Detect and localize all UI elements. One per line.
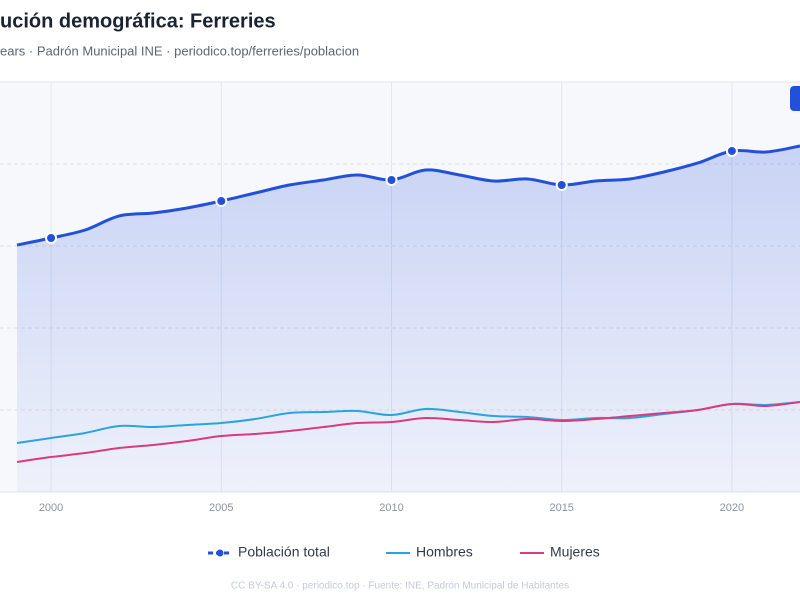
legend-label: Hombres (416, 544, 473, 560)
toolbar-button[interactable] (790, 86, 800, 111)
series-line (16, 144, 800, 247)
point-marker (725, 144, 738, 157)
x-tick-label: 2000 (39, 502, 63, 514)
legend-label: Población total (238, 544, 330, 560)
x-tick-label: 2005 (209, 502, 233, 514)
point-marker (215, 195, 228, 208)
x-tick-label: 2015 (549, 502, 573, 514)
chart-title: ución demográfica: Ferreries (0, 10, 276, 32)
x-tick-label: 2020 (720, 502, 744, 514)
point-marker (555, 179, 568, 192)
chart-subtitle: ears · Padrón Municipal INE · periodico.… (0, 43, 359, 58)
x-tick-label: 2010 (379, 502, 403, 514)
footer: CC BY-SA 4.0 · periodico.top · Fuente: I… (231, 581, 569, 592)
legend-swatch-dot (216, 549, 224, 557)
point-marker (385, 173, 398, 186)
point-marker (45, 232, 58, 245)
series-line (16, 401, 800, 463)
area-fill (17, 145, 800, 492)
legend-label: Mujeres (550, 544, 600, 560)
